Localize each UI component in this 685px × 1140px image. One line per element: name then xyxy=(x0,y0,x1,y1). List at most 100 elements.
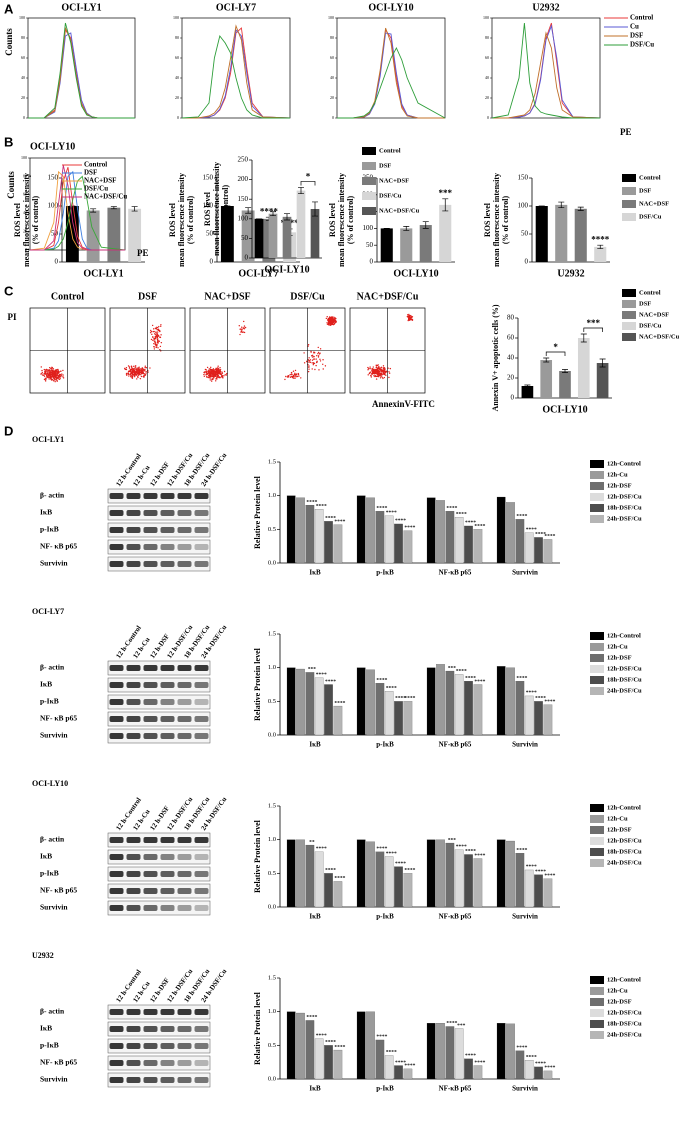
significance: **** xyxy=(591,234,610,244)
dot xyxy=(206,375,208,378)
blot-band xyxy=(126,1043,141,1049)
legend-swatch xyxy=(590,976,604,984)
dot xyxy=(219,373,221,375)
significance: **** xyxy=(474,679,485,685)
protein-label: p-IκB xyxy=(40,525,59,534)
bar xyxy=(426,839,436,908)
dot xyxy=(134,368,136,370)
significance: *** xyxy=(439,188,453,198)
dot xyxy=(310,351,312,353)
blot-band xyxy=(194,716,209,722)
dot xyxy=(157,347,159,349)
bar xyxy=(439,204,452,262)
error-bar xyxy=(558,201,565,209)
dot xyxy=(294,369,297,372)
dot xyxy=(317,346,319,349)
dot xyxy=(303,362,306,364)
dot xyxy=(157,342,159,344)
dot xyxy=(54,380,56,383)
dot xyxy=(216,376,218,378)
blot-band xyxy=(109,1060,124,1066)
dot xyxy=(211,372,213,375)
legend-swatch xyxy=(362,162,376,170)
bar xyxy=(356,1011,366,1080)
dot xyxy=(62,377,65,379)
significance: **** xyxy=(526,1054,537,1060)
blot-band xyxy=(177,1077,192,1083)
dot xyxy=(125,372,128,375)
blot-band xyxy=(194,527,209,533)
histogram-curve xyxy=(30,165,125,251)
y-axis-label: ROS level xyxy=(483,202,492,237)
dot xyxy=(126,374,128,376)
dot xyxy=(160,325,162,328)
dot xyxy=(377,369,380,371)
dot xyxy=(128,366,131,368)
dot xyxy=(239,333,241,336)
y-axis-label: Counts xyxy=(4,28,14,56)
dot xyxy=(375,378,378,380)
legend-label: 12h-Control xyxy=(607,804,641,811)
blot-band xyxy=(160,888,175,894)
dot xyxy=(209,375,212,377)
y-tick-label: 60 xyxy=(485,55,489,60)
bar xyxy=(305,504,315,564)
legend-swatch xyxy=(590,482,604,490)
significance: **** xyxy=(446,505,457,511)
bar xyxy=(384,1055,394,1080)
dot xyxy=(44,380,47,382)
y-axis-label: ROS level xyxy=(203,191,212,226)
dot xyxy=(244,326,247,329)
bar xyxy=(534,701,543,736)
bar xyxy=(464,1058,473,1080)
chart-title: U2932 xyxy=(532,2,559,13)
bar xyxy=(380,228,393,262)
legend-swatch xyxy=(362,177,376,185)
blot-band xyxy=(194,665,209,671)
dot xyxy=(44,373,46,375)
y-tick-label: 20 xyxy=(23,229,27,234)
bar xyxy=(454,517,464,564)
dot xyxy=(145,367,148,369)
legend-label: 18h-DSF/Cu xyxy=(607,504,642,511)
bar xyxy=(524,695,534,736)
significance: **** xyxy=(535,869,546,875)
dot xyxy=(322,359,324,361)
x-axis-label: PE xyxy=(137,248,149,258)
blot-band xyxy=(177,493,192,499)
dot xyxy=(52,368,55,370)
legend-label: 24h-DSF/Cu xyxy=(607,515,642,522)
y-tick-label: 60 xyxy=(507,334,515,342)
significance: **** xyxy=(465,675,476,681)
blot-band xyxy=(143,716,158,722)
dot xyxy=(211,378,213,380)
dot xyxy=(212,373,214,376)
blot-title: OCI-LY10 xyxy=(32,779,68,788)
dot xyxy=(377,375,380,378)
blot-frame xyxy=(107,1021,211,1037)
dot xyxy=(41,373,43,375)
legend-label: Control xyxy=(639,174,661,181)
dot xyxy=(159,345,162,348)
blot-band xyxy=(126,1026,141,1032)
bar xyxy=(506,502,515,564)
legend-label: 18h-DSF/Cu xyxy=(607,848,642,855)
y-tick-label: 20 xyxy=(175,95,179,100)
dot xyxy=(382,377,384,380)
dot xyxy=(384,371,387,373)
protein-label: IκB xyxy=(40,852,52,861)
blot-frame xyxy=(107,866,211,882)
blot-band xyxy=(194,1009,209,1015)
protein-label: IκB xyxy=(40,1024,52,1033)
blot-frame xyxy=(107,728,211,744)
dot xyxy=(293,377,295,379)
dot xyxy=(136,367,138,369)
blot-band xyxy=(109,561,124,567)
bar xyxy=(356,495,366,564)
dot xyxy=(134,365,137,367)
dot xyxy=(44,370,47,373)
significance: **** xyxy=(516,1045,527,1051)
dot xyxy=(317,356,320,358)
bar xyxy=(324,521,333,564)
legend-label: 12h-DSF/Cu xyxy=(607,1009,642,1016)
